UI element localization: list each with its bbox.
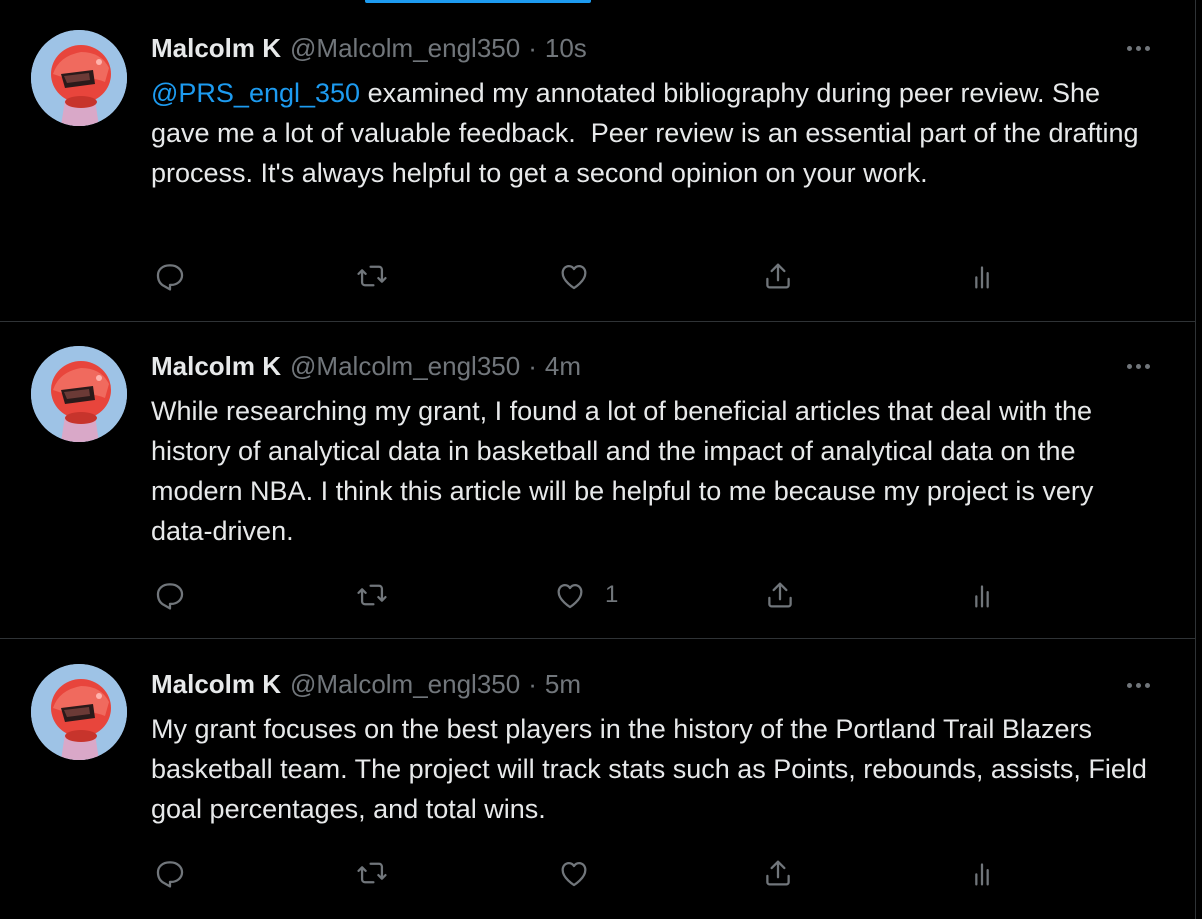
- separator-dot: ·: [528, 668, 537, 699]
- analytics-icon: [975, 585, 989, 608]
- tweet-text: @PRS_engl_350 examined my annotated bibl…: [151, 73, 1161, 193]
- reply-button[interactable]: [153, 256, 187, 296]
- like-icon: [557, 583, 583, 609]
- author-handle[interactable]: @Malcolm_engl350: [290, 350, 521, 381]
- share-icon: [766, 860, 790, 886]
- more-options-icon[interactable]: [1120, 675, 1156, 695]
- author-name[interactable]: Malcolm K: [151, 668, 282, 699]
- reply-button[interactable]: [153, 853, 187, 893]
- avatar[interactable]: [31, 30, 127, 126]
- tweet-header: Malcolm K @Malcolm_engl350 · 10s: [151, 31, 1156, 65]
- active-tab-indicator: [365, 0, 591, 3]
- author-name[interactable]: Malcolm K: [151, 350, 282, 381]
- analytics-button[interactable]: [965, 575, 999, 615]
- tweet[interactable]: Malcolm K @Malcolm_engl350 · 4m While re…: [0, 322, 1196, 639]
- mention-link[interactable]: @PRS_engl_350: [151, 78, 361, 108]
- share-button[interactable]: [761, 256, 795, 296]
- tweet-body: My grant focuses on the best players in …: [151, 714, 1155, 824]
- timestamp[interactable]: 5m: [544, 668, 582, 699]
- analytics-icon: [975, 266, 989, 289]
- retweet-icon: [357, 584, 387, 606]
- separator-dot: ·: [528, 32, 537, 63]
- tweet[interactable]: Malcolm K @Malcolm_engl350 · 10s @PRS_en…: [0, 0, 1196, 322]
- like-icon: [561, 264, 587, 290]
- like-count: 1: [605, 581, 619, 608]
- more-options-icon[interactable]: [1120, 38, 1156, 58]
- retweet-icon: [357, 265, 387, 287]
- reply-icon: [156, 861, 184, 888]
- avatar[interactable]: [31, 346, 127, 442]
- tweet-body: While researching my grant, I found a lo…: [151, 396, 1101, 546]
- retweet-button[interactable]: [355, 575, 389, 615]
- author-handle[interactable]: @Malcolm_engl350: [290, 668, 521, 699]
- retweet-icon: [357, 862, 387, 884]
- reply-icon: [156, 583, 184, 610]
- timestamp[interactable]: 10s: [544, 32, 587, 63]
- reply-button[interactable]: [153, 575, 187, 615]
- author-name[interactable]: Malcolm K: [151, 32, 282, 63]
- like-button[interactable]: 1: [553, 575, 618, 615]
- share-button[interactable]: [763, 575, 797, 615]
- share-button[interactable]: [761, 853, 795, 893]
- like-button[interactable]: [557, 256, 609, 296]
- helmet-avatar-icon: [31, 346, 127, 442]
- helmet-avatar-icon: [31, 30, 127, 126]
- retweet-button[interactable]: [355, 256, 389, 296]
- avatar[interactable]: [31, 664, 127, 760]
- analytics-button[interactable]: [965, 256, 999, 296]
- reply-icon: [156, 264, 184, 291]
- tweet-header: Malcolm K @Malcolm_engl350 · 4m: [151, 349, 1156, 383]
- tweet-body: examined my annotated bibliography durin…: [151, 78, 1147, 188]
- retweet-button[interactable]: [355, 853, 389, 893]
- tweet-header: Malcolm K @Malcolm_engl350 · 5m: [151, 667, 1156, 701]
- helmet-avatar-icon: [31, 664, 127, 760]
- share-icon: [768, 582, 792, 608]
- share-icon: [766, 263, 790, 289]
- analytics-icon: [975, 863, 989, 886]
- author-handle[interactable]: @Malcolm_engl350: [290, 32, 521, 63]
- like-button[interactable]: [557, 853, 609, 893]
- tweet-text: While researching my grant, I found a lo…: [151, 391, 1161, 551]
- separator-dot: ·: [528, 350, 537, 381]
- timestamp[interactable]: 4m: [544, 350, 582, 381]
- tweet-text: My grant focuses on the best players in …: [151, 709, 1161, 829]
- more-options-icon[interactable]: [1120, 356, 1156, 376]
- tweet[interactable]: Malcolm K @Malcolm_engl350 · 5m My grant…: [0, 639, 1196, 919]
- analytics-button[interactable]: [965, 853, 999, 893]
- like-icon: [561, 861, 587, 887]
